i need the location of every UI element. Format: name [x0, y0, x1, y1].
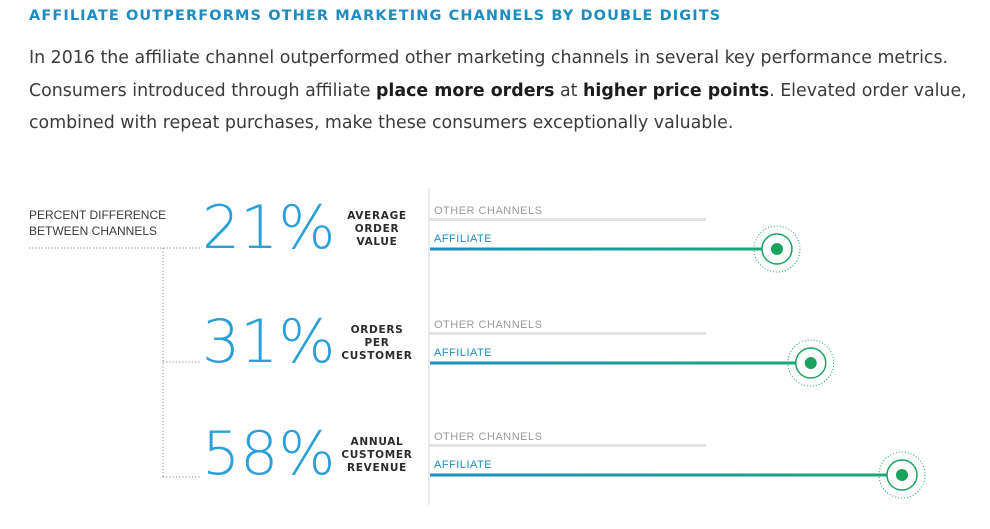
affiliate-label: AFFILIATE [434, 347, 492, 359]
intro-text: at [554, 80, 583, 101]
affiliate-label: AFFILIATE [434, 233, 492, 245]
affiliate-bar [430, 247, 777, 251]
other-channels-bar [430, 218, 706, 221]
metric-label-line: REVENUE [347, 462, 407, 474]
intro-emphasis: place more orders [375, 80, 555, 101]
metric-label-line: AVERAGE [347, 210, 407, 222]
metric-label-line: CUSTOMER [341, 350, 412, 362]
intro-text: . Elevated order value, combined with re… [29, 80, 967, 134]
other-channels-label: OTHER CHANNELS [434, 431, 542, 443]
affiliate-bar [430, 361, 811, 365]
metric-label-line: ORDER [355, 223, 400, 235]
metric-label-line: PER [364, 337, 389, 349]
metric-label-line: VALUE [356, 236, 397, 248]
affiliate-label: AFFILIATE [434, 459, 492, 471]
marker-dot [896, 469, 908, 481]
metric-label-line: ANNUAL [351, 436, 404, 448]
intro-emphasis: higher price points [582, 80, 770, 101]
metric-label-line: ORDERS [351, 324, 404, 336]
side-label-line: PERCENT DIFFERENCE [29, 208, 166, 222]
marker-dot [770, 243, 783, 255]
other-channels-label: OTHER CHANNELS [434, 205, 542, 217]
side-label-line: BETWEEN CHANNELS [29, 224, 157, 238]
percent-value: 31% [202, 307, 335, 377]
affiliate-bar [430, 473, 902, 477]
percent-value: 58% [202, 419, 335, 489]
marker-outer-ring [787, 339, 835, 387]
intro-paragraph: In 2016 the affiliate channel outperform… [29, 42, 969, 140]
headline: AFFILIATE OUTPERFORMS OTHER MARKETING CH… [29, 8, 722, 24]
other-channels-label: OTHER CHANNELS [434, 319, 542, 331]
other-channels-bar [430, 444, 706, 447]
metric-label-line: CUSTOMER [341, 449, 412, 461]
percent-value: 21% [202, 193, 335, 263]
other-channels-bar [430, 332, 706, 335]
marker-outer-ring [753, 225, 801, 273]
marker-outer-ring [878, 451, 926, 499]
intro-text: In 2016 the affiliate channel outperform… [29, 48, 949, 101]
marker-dot [804, 357, 817, 369]
